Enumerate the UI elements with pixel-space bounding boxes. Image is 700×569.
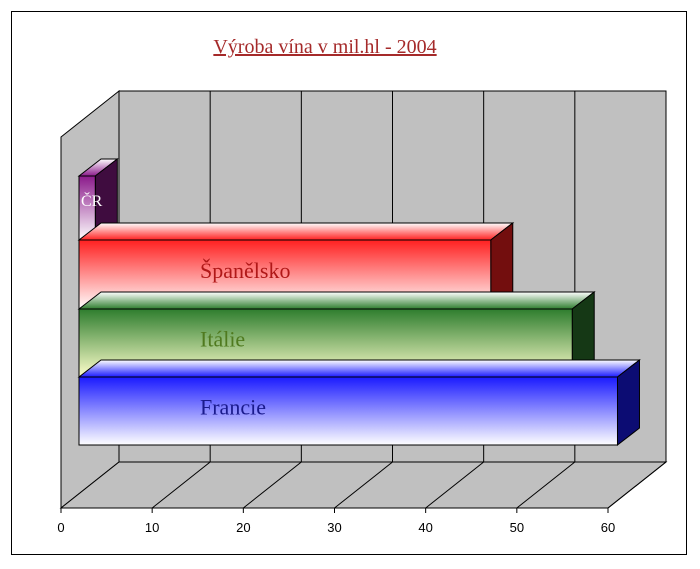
bar-3 — [78, 376, 618, 446]
floor-gridline — [334, 461, 393, 509]
bar-label: Španělsko — [200, 258, 290, 283]
bars — [77, 157, 641, 447]
x-tick-label: 30 — [327, 520, 341, 535]
bar-top-1 — [77, 222, 515, 241]
floor-gridline — [425, 461, 484, 509]
x-tick-label: 0 — [57, 520, 64, 535]
x-tick-label: 20 — [236, 520, 250, 535]
bar-label: ČR — [81, 191, 103, 210]
bar-top-2 — [77, 291, 596, 310]
x-tick-label: 40 — [418, 520, 432, 535]
x-axis: 0 10 20 30 40 50 60 — [57, 507, 615, 535]
x-tick-label: 50 — [510, 520, 524, 535]
x-tick-label: 60 — [601, 520, 615, 535]
bar-label: Francie — [200, 394, 266, 419]
bar-top-3 — [77, 359, 641, 378]
floor-gridline — [516, 461, 576, 509]
floor-gridline — [243, 461, 302, 509]
x-tick-label: 10 — [145, 520, 159, 535]
floor-gridline — [607, 461, 667, 509]
chart-title: Výroba vína v mil.hl - 2004 — [213, 36, 437, 58]
bar-label: Itálie — [200, 326, 245, 351]
bar-labels: ČR Španělsko Itálie Francie — [81, 191, 290, 419]
floor-gridline — [151, 461, 211, 509]
